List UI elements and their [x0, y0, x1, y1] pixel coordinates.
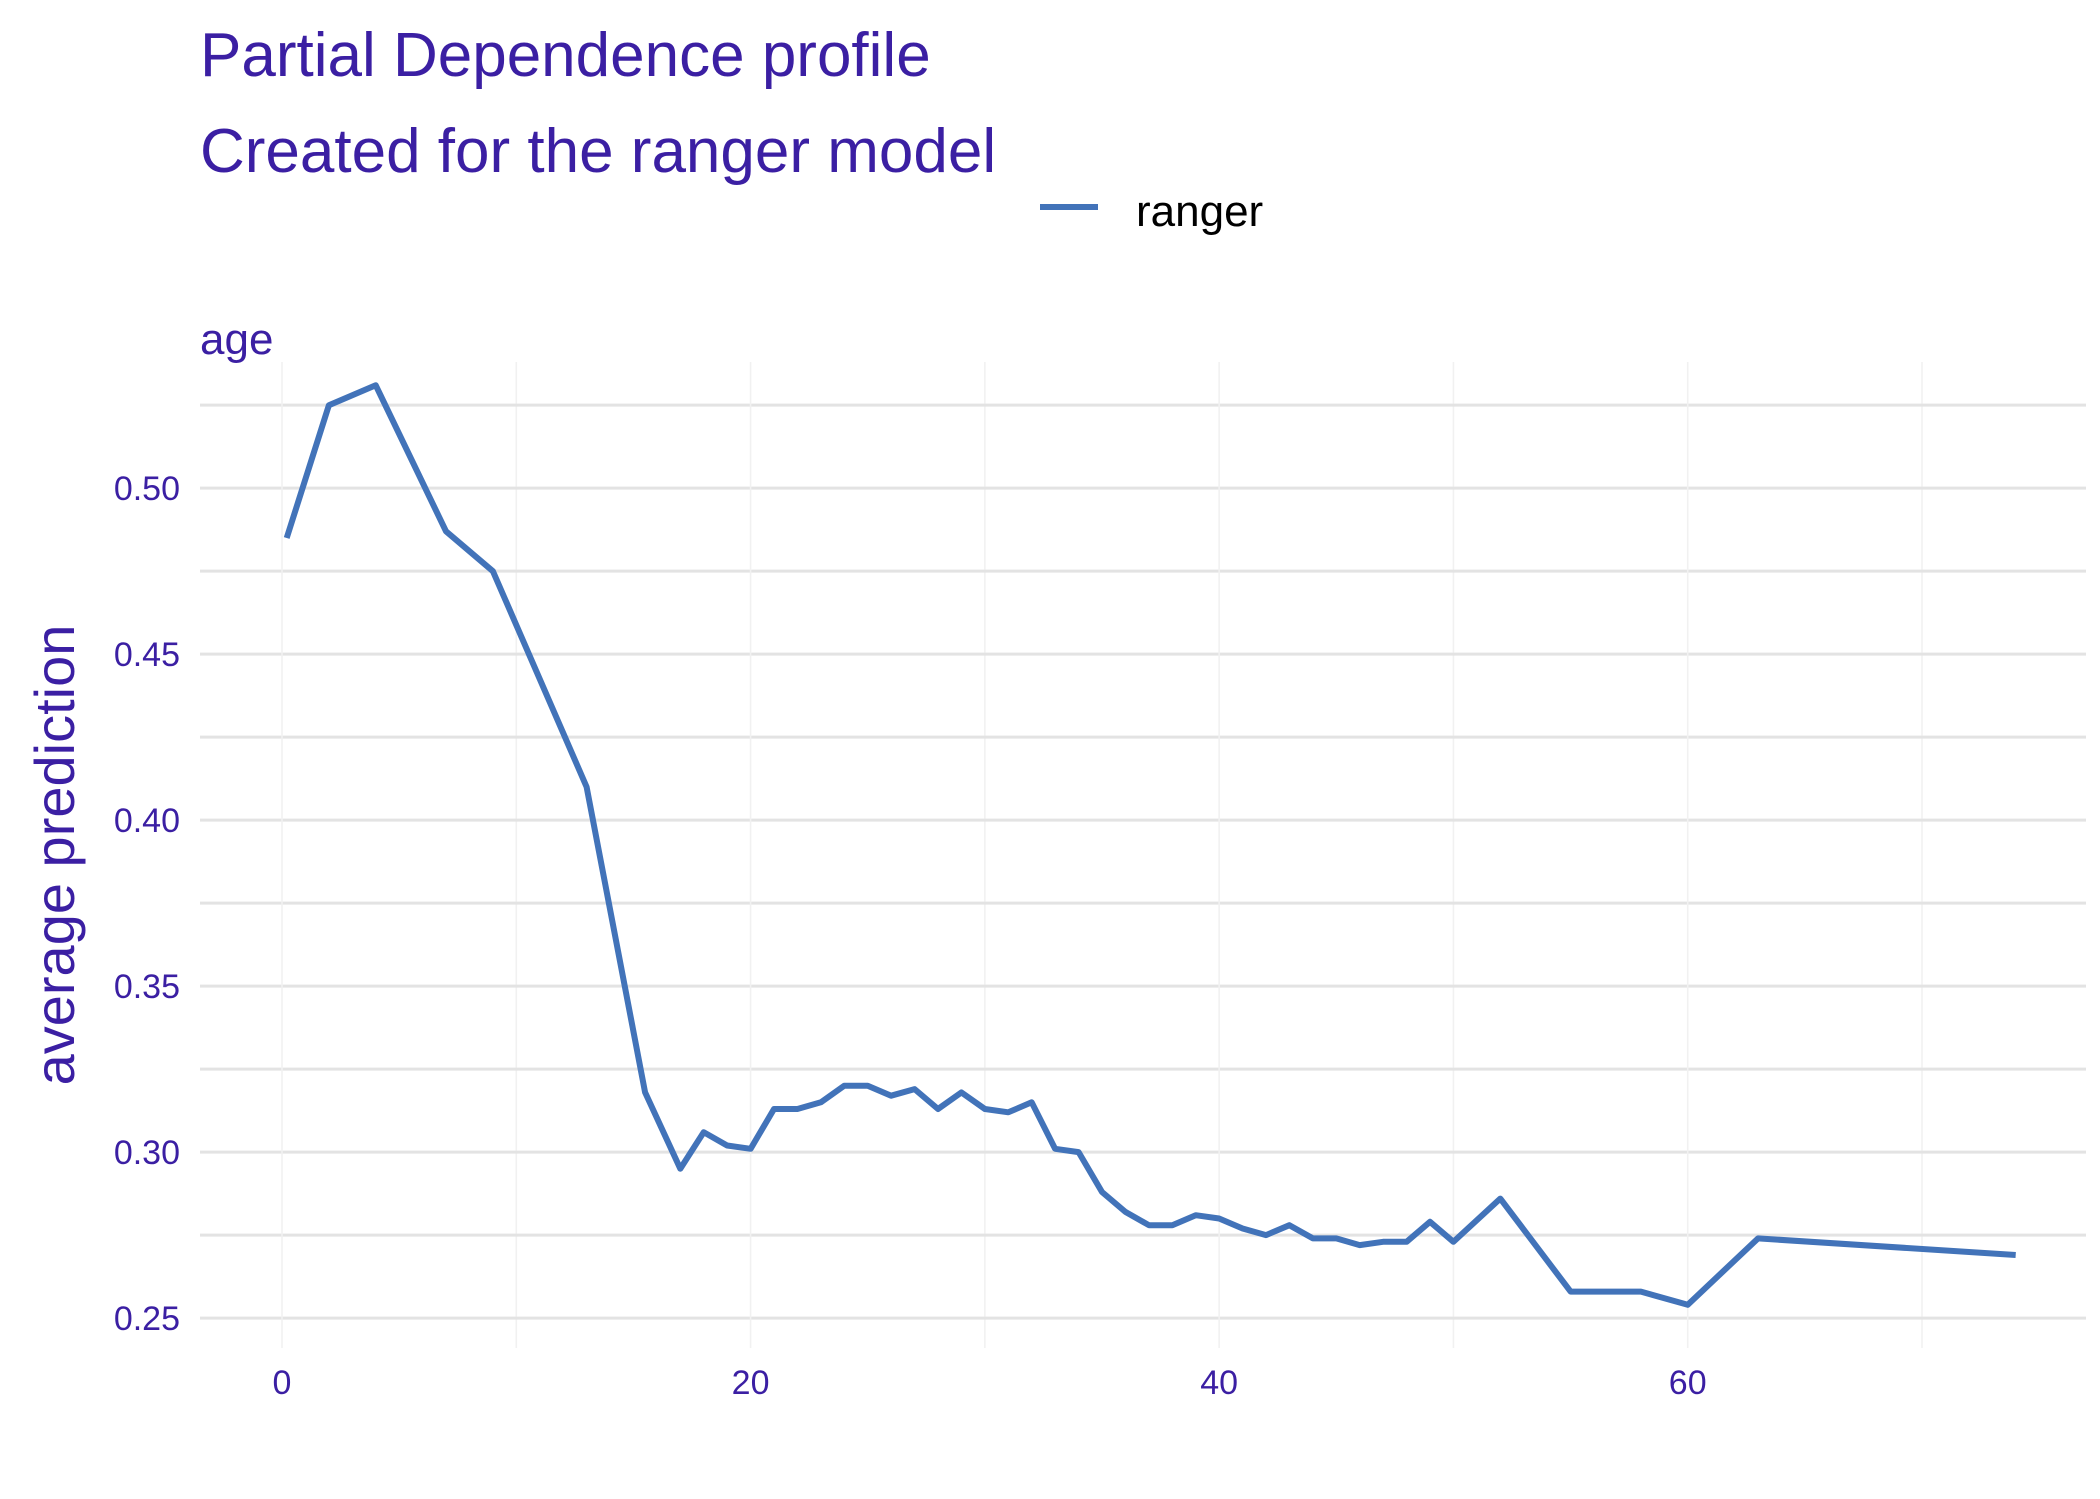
series-line-ranger — [283, 382, 2016, 1308]
x-tick-label: 60 — [1669, 1364, 1707, 1402]
legend: ranger — [1040, 187, 1263, 236]
x-tick-label: 0 — [273, 1364, 292, 1402]
y-axis-title: average prediction — [23, 625, 86, 1086]
x-tick-label: 40 — [1200, 1364, 1238, 1402]
y-tick-label: 0.25 — [114, 1300, 180, 1338]
grid — [200, 362, 2086, 1348]
y-tick-label: 0.45 — [114, 636, 180, 674]
facet-label: age — [200, 315, 273, 364]
legend-label: ranger — [1136, 187, 1263, 236]
y-axis-ticks: 0.25 0.30 0.35 0.40 0.45 0.50 — [114, 470, 180, 1338]
x-axis-ticks: 0 20 40 60 — [273, 1364, 1707, 1402]
y-tick-label: 0.35 — [114, 968, 180, 1006]
y-tick-label: 0.50 — [114, 470, 180, 508]
series-layer — [283, 382, 2016, 1308]
y-tick-label: 0.30 — [114, 1134, 180, 1172]
chart-subtitle: Created for the ranger model — [200, 117, 996, 186]
x-tick-label: 20 — [732, 1364, 770, 1402]
chart-title: Partial Dependence profile — [200, 21, 931, 90]
y-tick-label: 0.40 — [114, 802, 180, 840]
